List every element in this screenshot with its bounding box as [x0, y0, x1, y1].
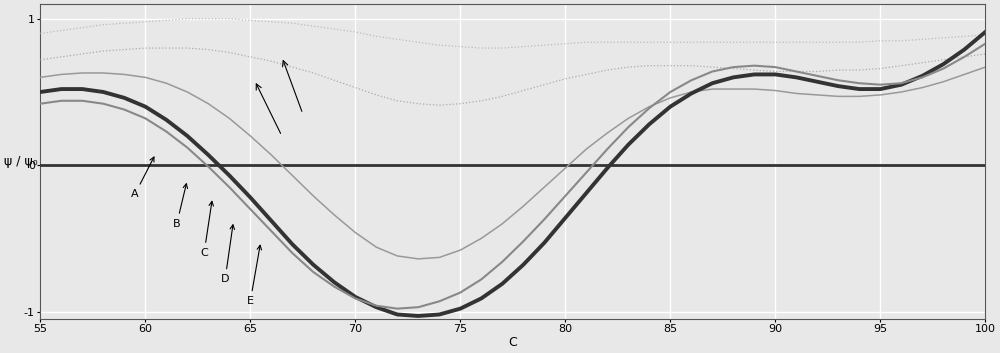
Text: C: C — [200, 201, 213, 258]
X-axis label: C: C — [508, 336, 517, 349]
Text: D: D — [221, 225, 235, 284]
Text: B: B — [173, 184, 188, 229]
Text: A: A — [131, 157, 154, 199]
Text: E: E — [247, 245, 262, 306]
Y-axis label: ψ / ψ₀: ψ / ψ₀ — [4, 155, 38, 168]
